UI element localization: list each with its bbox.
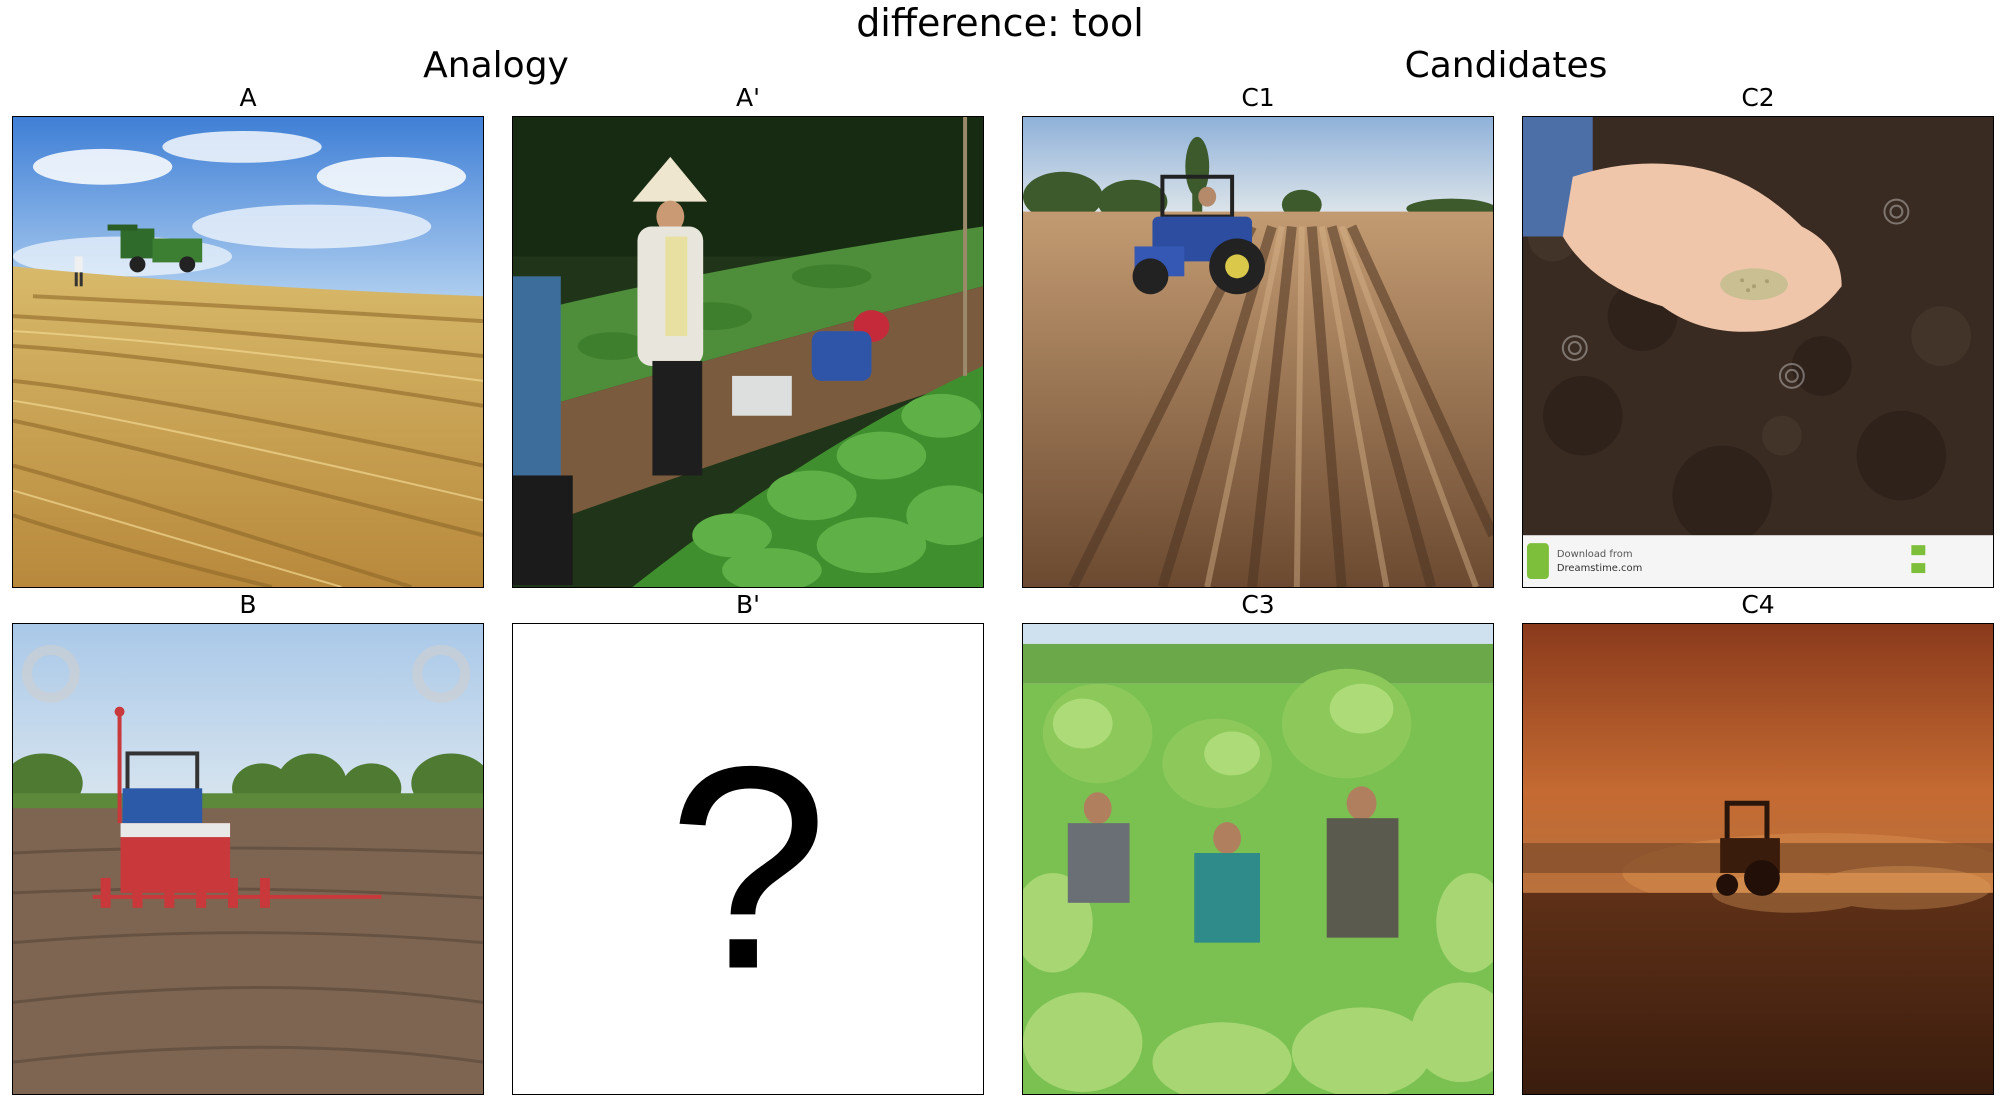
analogy-group-title: Analogy: [423, 45, 569, 86]
panel-c2-image: Download from Dreamstime.com: [1522, 116, 1994, 588]
panel-a-prime-title: A': [736, 83, 760, 112]
watermark-site-text: Dreamstime.com: [1557, 563, 1642, 574]
panel-c4-image: [1522, 623, 1994, 1095]
panel-b-title: B: [239, 590, 257, 619]
candidates-group-title: Candidates: [1404, 45, 1608, 86]
figure-title: difference: tool: [856, 1, 1144, 45]
panel-a-prime-image: [512, 116, 984, 588]
panel-c3-image: [1022, 623, 1494, 1095]
panel-b-prime-unknown: ?: [512, 623, 984, 1095]
panel-a-image: [12, 116, 484, 588]
panel-b-prime-title: B': [735, 590, 761, 619]
panel-a-title: A: [239, 83, 257, 112]
panel-c1-title: C1: [1241, 83, 1275, 112]
question-mark-icon: ?: [668, 708, 829, 1030]
panel-c3-title: C3: [1241, 590, 1275, 619]
panel-c2-title: C2: [1741, 83, 1775, 112]
panel-b-image: [12, 623, 484, 1095]
panel-c1-image: [1022, 116, 1494, 588]
panel-c4-title: C4: [1741, 590, 1775, 619]
watermark-download-text: Download from: [1557, 549, 1633, 560]
